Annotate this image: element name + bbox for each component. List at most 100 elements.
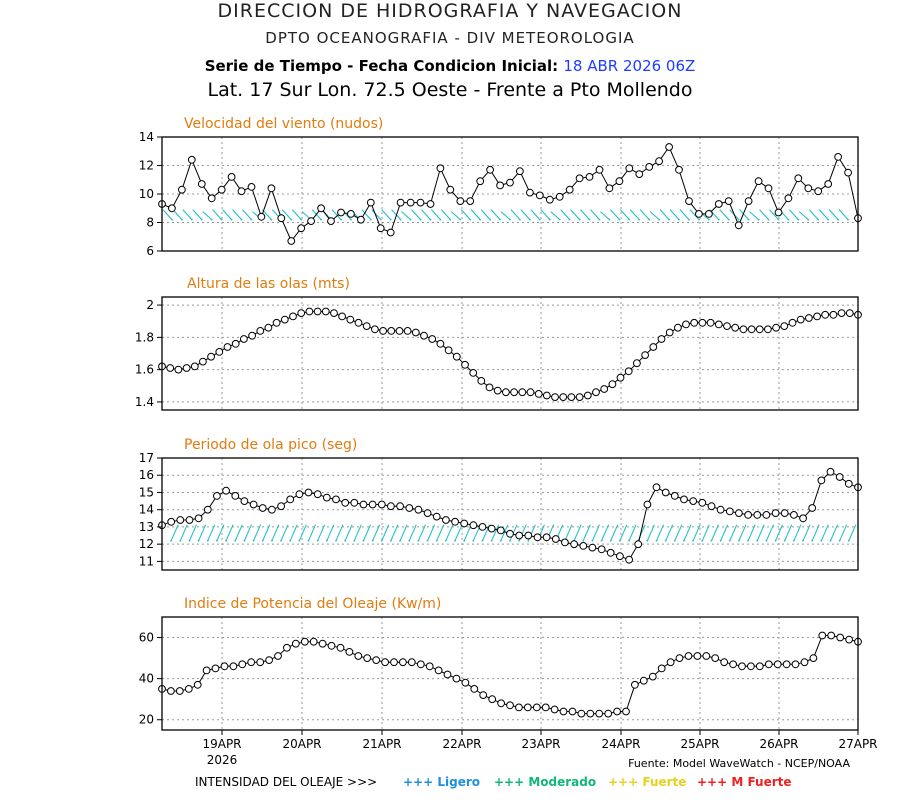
data-point xyxy=(585,173,594,181)
direction-arrow xyxy=(243,524,252,541)
data-point xyxy=(387,502,395,511)
data-point xyxy=(213,492,221,500)
y-tick-label: 1.6 xyxy=(135,363,154,377)
data-point xyxy=(327,217,335,226)
panel-title: Altura de las olas (mts) xyxy=(187,276,350,292)
direction-arrow-head xyxy=(210,218,213,221)
direction-arrow xyxy=(656,524,665,541)
data-point xyxy=(645,163,654,171)
data-point xyxy=(561,538,569,547)
direction-arrow-head xyxy=(827,218,830,221)
series-markers xyxy=(158,143,862,245)
data-point xyxy=(845,635,853,644)
direction-arrow-head xyxy=(664,539,667,542)
direction-arrow-head xyxy=(591,539,594,542)
direction-arrow-head xyxy=(518,539,521,542)
x-tick-label: 26APR xyxy=(759,737,798,751)
data-point xyxy=(774,208,783,217)
data-point xyxy=(579,542,588,550)
direction-arrow-head xyxy=(783,539,786,542)
data-point xyxy=(387,327,396,335)
data-point xyxy=(283,643,291,652)
data-point xyxy=(336,643,345,652)
direction-arrow xyxy=(162,209,173,221)
direction-arrow-head xyxy=(240,218,243,221)
data-point xyxy=(754,177,763,186)
data-point xyxy=(341,498,350,507)
direction-arrow-head xyxy=(463,539,466,542)
data-point xyxy=(764,184,773,193)
data-point xyxy=(675,654,684,662)
data-point xyxy=(817,476,826,485)
x-tick-label: 19APR xyxy=(202,737,241,751)
direction-arrow xyxy=(738,524,747,541)
data-point xyxy=(166,364,175,372)
data-point xyxy=(442,516,450,524)
intensity-legend: INTENSIDAD DEL OLEAJE >>> +++ Ligero +++ M… xyxy=(195,775,792,789)
direction-arrow-head xyxy=(261,539,264,542)
x-tick-label: 27APR xyxy=(838,737,877,751)
direction-arrow-head xyxy=(190,218,193,221)
direction-arrow-head xyxy=(444,539,447,542)
data-point xyxy=(625,164,634,173)
data-point xyxy=(446,185,455,194)
direction-arrow xyxy=(649,211,660,221)
data-point xyxy=(366,198,375,207)
data-point xyxy=(377,500,386,509)
data-point xyxy=(240,335,248,343)
data-point xyxy=(247,658,256,667)
data-point xyxy=(685,197,693,206)
direction-arrow xyxy=(202,211,213,221)
direction-arrow-head xyxy=(710,539,713,542)
direction-arrow-head xyxy=(538,218,541,221)
direction-arrow-head xyxy=(717,218,720,221)
data-point xyxy=(461,678,470,687)
direction-arrow-head xyxy=(399,539,402,542)
direction-arrow-head xyxy=(252,539,255,542)
data-point xyxy=(631,680,639,689)
direction-arrow xyxy=(564,524,573,541)
panel-2: 1.4 1.6 1.8 2 Altura de las olas (mts) xyxy=(135,276,862,411)
header-title: DIRECCION DE HIDROGRAFIA Y NAVEGACION xyxy=(217,0,683,22)
direction-arrow xyxy=(372,524,381,541)
data-point xyxy=(227,173,236,181)
direction-arrow-head xyxy=(290,218,293,221)
data-point xyxy=(478,523,487,531)
direction-arrow-head xyxy=(527,539,530,542)
data-point xyxy=(407,658,416,667)
direction-arrow xyxy=(808,209,819,221)
data-point xyxy=(426,200,435,208)
direction-arrow-head xyxy=(847,218,849,221)
data-point xyxy=(723,322,731,331)
data-point xyxy=(734,221,743,230)
data-point xyxy=(256,327,265,335)
header-init-date: Serie de Tiempo - Fecha Condicion Inicia… xyxy=(0,57,900,75)
data-point xyxy=(425,662,434,671)
data-point xyxy=(175,687,184,695)
direction-arrow xyxy=(689,209,700,221)
data-point xyxy=(844,168,852,177)
data-point xyxy=(568,707,577,716)
direction-arrow-head xyxy=(449,218,452,221)
direction-arrow xyxy=(679,209,690,221)
data-point xyxy=(541,703,550,712)
data-point xyxy=(207,194,216,203)
direction-arrow-head xyxy=(439,218,442,221)
data-point xyxy=(211,664,220,673)
data-point xyxy=(534,390,543,398)
legend-item: +++ M Fuerte xyxy=(697,775,792,789)
panel-title: Velocidad del viento (nudos) xyxy=(184,116,383,132)
data-point xyxy=(460,519,469,528)
data-point xyxy=(716,505,725,514)
direction-arrow-head xyxy=(683,539,685,542)
direction-arrow xyxy=(242,209,252,221)
data-point xyxy=(249,500,258,509)
data-point xyxy=(362,322,371,331)
data-point xyxy=(772,323,780,332)
direction-arrows xyxy=(170,524,857,542)
data-point xyxy=(327,641,336,650)
direction-arrow xyxy=(820,524,829,541)
direction-arrow xyxy=(629,209,640,221)
direction-arrow xyxy=(775,524,784,541)
data-point xyxy=(257,212,266,221)
